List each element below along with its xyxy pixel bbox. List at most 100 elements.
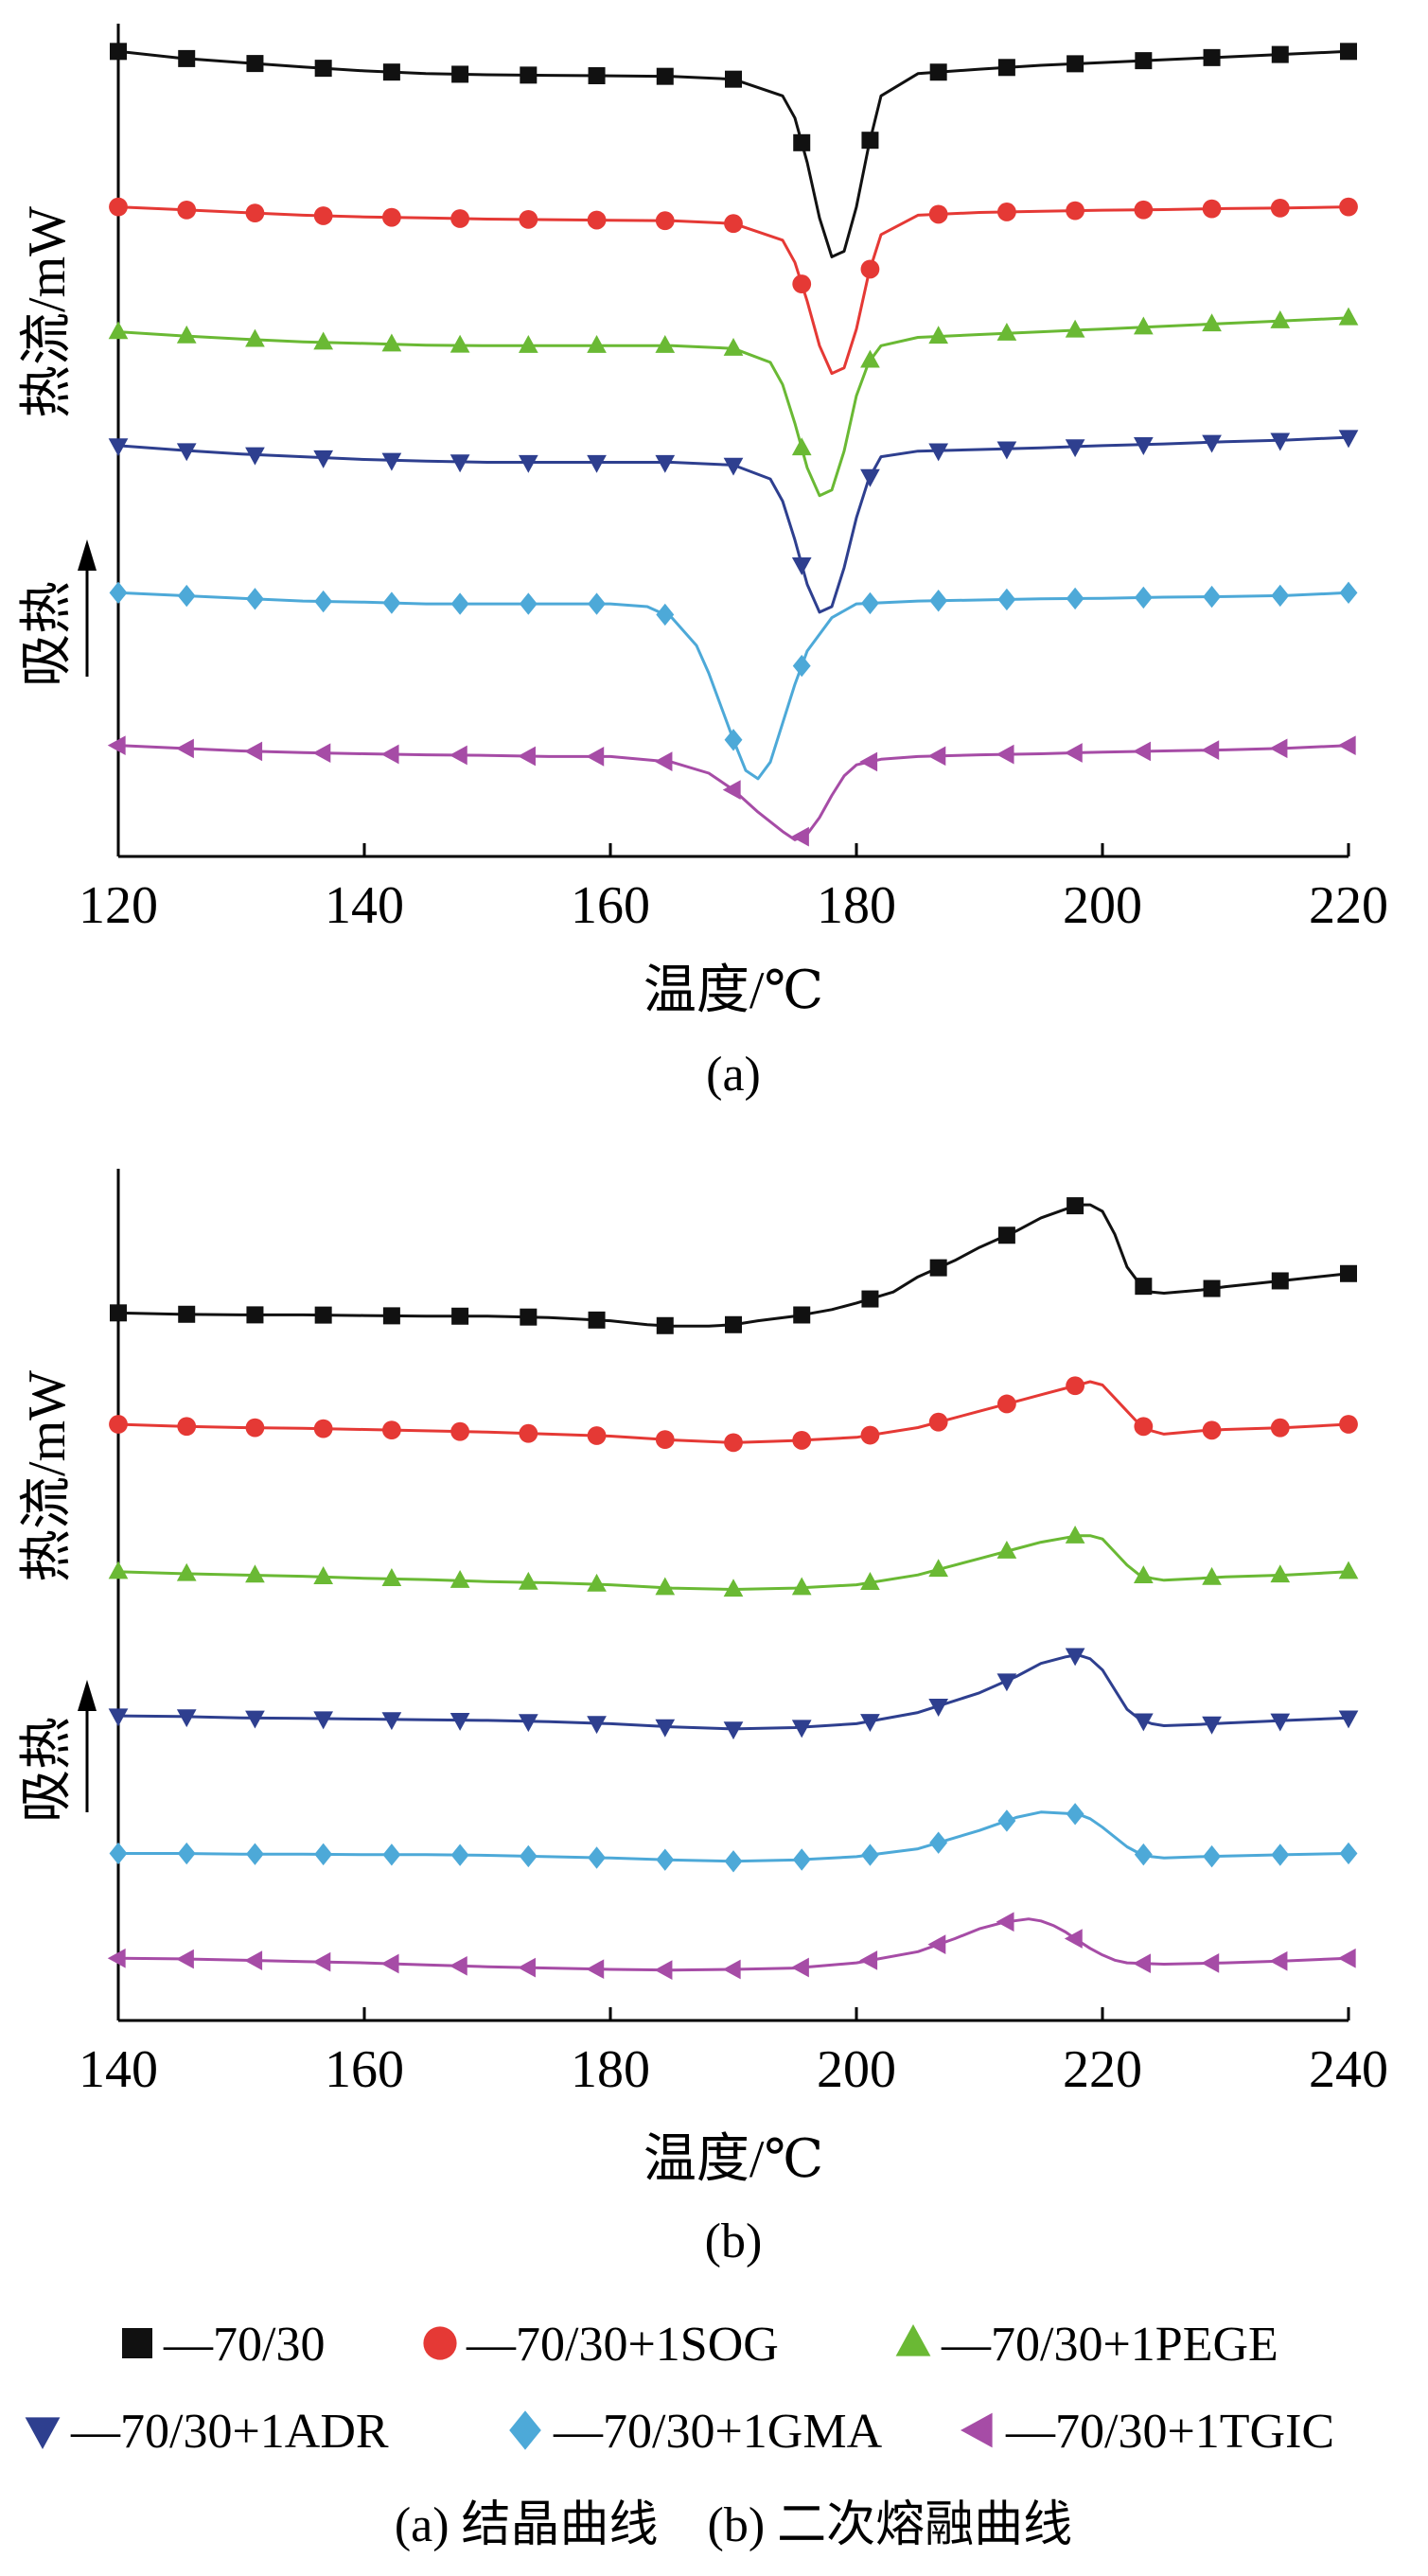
legend-marker-square	[122, 2328, 152, 2358]
panel-a: 120 140 160 180 200 220 温度/℃ 热流/mW 吸热 (a)	[18, 24, 1388, 1102]
data-point	[450, 1712, 470, 1731]
data-point	[314, 60, 332, 78]
data-point	[1337, 735, 1356, 756]
panel-a-subcaption: (a)	[706, 1048, 761, 1102]
data-point	[1339, 197, 1358, 217]
data-point	[1270, 198, 1290, 218]
data-point	[107, 735, 126, 756]
data-point	[859, 751, 878, 772]
legend-label: —70/30+1GMA	[553, 2405, 883, 2459]
data-point	[451, 65, 469, 83]
data-point	[381, 1712, 402, 1731]
panel-a-ticks: 120 140 160 180 200 220	[79, 843, 1388, 935]
panel-b-endothermic-label: 吸热	[18, 1717, 77, 1823]
data-point	[996, 1394, 1016, 1414]
data-point	[246, 55, 264, 73]
panel-b-endothermic-arrow	[78, 1680, 97, 1812]
data-point	[655, 1719, 676, 1738]
data-point	[860, 1425, 880, 1445]
series-line	[116, 1203, 1350, 1328]
data-point	[656, 67, 674, 85]
x-tick-label: 200	[817, 2040, 896, 2099]
panel-a-endothermic-label: 吸热	[18, 581, 77, 687]
data-point	[245, 328, 265, 347]
data-point	[722, 780, 741, 800]
data-point	[450, 1421, 470, 1441]
data-point	[244, 1950, 263, 1970]
data-point	[245, 1710, 265, 1729]
data-point	[177, 584, 196, 608]
legend-item-70-30-1adr: —70/30+1ADR	[25, 2405, 389, 2459]
data-point	[1271, 584, 1290, 608]
x-tick-label: 160	[571, 876, 650, 935]
data-point	[245, 588, 264, 610]
data-point	[1202, 199, 1222, 219]
data-point	[860, 591, 879, 615]
series-70-30	[110, 1197, 1357, 1334]
data-point	[929, 590, 948, 612]
data-point	[1133, 1713, 1154, 1732]
data-point	[724, 1433, 743, 1453]
data-point	[108, 321, 129, 340]
data-point	[109, 1842, 128, 1865]
data-point	[1270, 309, 1291, 328]
panel-b-subcaption: (b)	[705, 2214, 763, 2268]
x-tick-label: 180	[817, 876, 896, 935]
data-point	[1202, 1566, 1222, 1585]
data-point	[1067, 1197, 1084, 1215]
data-point	[996, 1540, 1017, 1559]
series-70-30-1adr	[108, 430, 1359, 614]
series-line	[116, 1917, 1350, 1972]
data-point	[381, 207, 401, 227]
series-line	[116, 1380, 1350, 1444]
series-70-30-1gma	[109, 581, 1358, 781]
data-point	[996, 203, 1016, 221]
data-point	[1271, 1272, 1289, 1290]
data-point	[928, 204, 948, 224]
data-point	[175, 738, 194, 759]
data-point	[723, 337, 744, 356]
legend-item-70-30-1sog: —70/30+1SOG	[423, 2318, 779, 2372]
x-tick-label: 240	[1309, 2040, 1388, 2099]
data-point	[176, 325, 197, 344]
data-point	[860, 468, 880, 487]
data-point	[860, 1572, 880, 1590]
legend-marker-shape	[895, 2324, 931, 2356]
data-point	[244, 741, 263, 762]
data-point	[587, 1573, 607, 1592]
data-point	[381, 452, 402, 471]
series-line	[116, 1653, 1350, 1731]
figure-caption: (a) 结晶曲线 (b) 二次熔融曲线	[395, 2498, 1072, 2552]
data-point	[928, 1699, 949, 1717]
data-point	[382, 1307, 400, 1325]
data-point	[109, 197, 128, 217]
series-70-30-1sog	[109, 197, 1358, 376]
data-point	[1066, 201, 1085, 221]
data-point	[1339, 581, 1358, 605]
data-point	[724, 729, 743, 751]
data-point	[791, 1720, 812, 1738]
legend-marker-triangle-up	[895, 2324, 931, 2356]
data-point	[792, 654, 811, 678]
series-70-30-1tgic	[107, 1912, 1356, 1980]
data-point	[312, 743, 331, 764]
series-70-30-1tgic	[107, 735, 1356, 847]
data-point	[1133, 1953, 1151, 1974]
data-point	[381, 333, 402, 352]
series-line	[116, 744, 1350, 841]
data-point	[790, 826, 809, 847]
data-point	[1269, 1950, 1288, 1971]
data-point	[245, 447, 265, 466]
panel-b: 140 160 180 200 220 240 温度/℃ 热流/mW 吸热 (b)	[18, 1169, 1388, 2268]
data-point	[655, 1430, 675, 1450]
data-point	[518, 1714, 538, 1733]
data-point	[450, 209, 470, 228]
data-point	[655, 454, 676, 473]
series-line	[116, 435, 1350, 614]
data-point	[997, 59, 1015, 77]
data-point	[1338, 1710, 1359, 1729]
data-point	[1134, 200, 1154, 220]
series-line	[116, 1810, 1350, 1863]
data-point	[518, 454, 538, 473]
data-point	[314, 1843, 333, 1866]
